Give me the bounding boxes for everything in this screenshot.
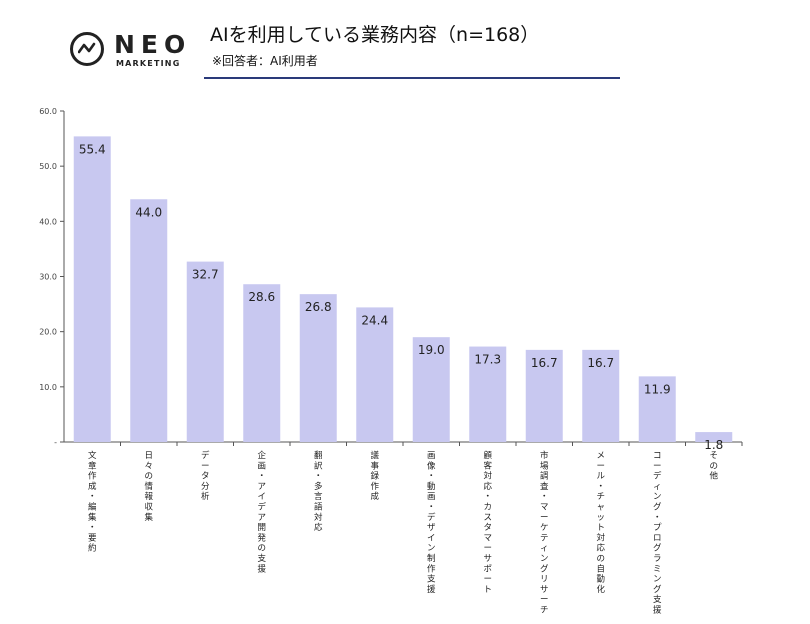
bar <box>299 294 337 442</box>
category-label: 議事録作成 <box>370 450 379 502</box>
bar <box>186 261 224 442</box>
data-label: 1.8 <box>704 438 723 452</box>
category-label: 企画・アイデア開発の支援 <box>257 450 266 574</box>
brand-word: NEO <box>114 30 192 59</box>
bar <box>73 136 111 443</box>
activity-icon <box>70 32 104 66</box>
bar <box>638 376 676 442</box>
brand-sub: MARKETING <box>116 59 181 68</box>
y-tick-label: 10.0 <box>39 383 57 392</box>
bar <box>412 337 450 442</box>
category-label: 画像・動画・デザイン制作支援 <box>427 451 436 595</box>
category-label: 市場調査・マーケティングリサーチ <box>540 450 549 616</box>
data-label: 11.9 <box>644 382 671 396</box>
data-label: 44.0 <box>135 205 162 219</box>
data-label: 19.0 <box>418 343 445 357</box>
y-tick-label: - <box>54 438 57 447</box>
category-label: データ分析 <box>201 450 210 502</box>
y-tick-label: 20.0 <box>39 328 57 337</box>
data-label: 26.8 <box>305 300 332 314</box>
data-label: 32.7 <box>192 268 219 282</box>
category-label: 文章作成・編集・要約 <box>88 450 97 554</box>
y-tick-label: 30.0 <box>39 273 57 282</box>
category-label: 翻訳・多言語対応 <box>314 451 323 533</box>
bar <box>243 284 281 442</box>
title-rule <box>204 77 620 79</box>
data-label: 16.7 <box>587 356 614 370</box>
category-label: コーディング・プログラミング支援 <box>653 451 662 616</box>
bar <box>695 432 733 442</box>
page-title: AIを利用している業務内容（n=168） <box>210 24 540 46</box>
bar <box>130 199 168 442</box>
category-label: その他 <box>709 451 718 482</box>
data-label: 55.4 <box>79 142 106 156</box>
data-label: 17.3 <box>474 353 501 367</box>
bar <box>356 307 394 442</box>
data-label: 16.7 <box>531 356 558 370</box>
brand-logo: NEO MARKETING <box>70 30 200 70</box>
category-label: 顧客対応・カスタマーサポート <box>483 450 492 595</box>
category-label: 日々の情報収集 <box>144 451 153 523</box>
y-tick-label: 40.0 <box>39 217 57 226</box>
category-label: メール・チャット対応の自動化 <box>596 451 605 595</box>
data-label: 28.6 <box>248 290 275 304</box>
bar <box>469 346 507 442</box>
data-label: 24.4 <box>361 313 388 327</box>
y-tick-label: 60.0 <box>39 107 57 116</box>
bar <box>582 349 620 442</box>
bar <box>525 349 563 442</box>
y-tick-label: 50.0 <box>39 162 57 171</box>
page-subtitle: ※回答者：AI利用者 <box>212 54 318 68</box>
